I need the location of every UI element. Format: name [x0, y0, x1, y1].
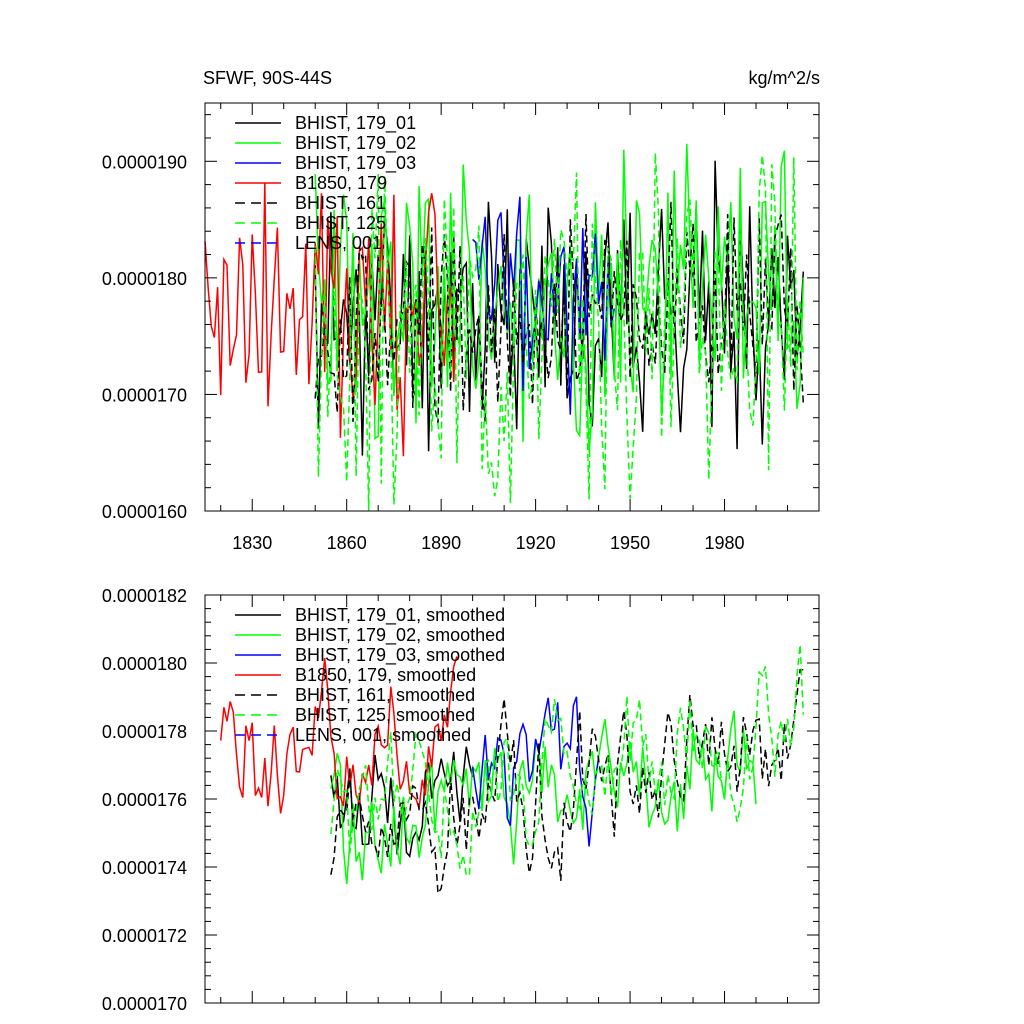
x-tick-label: 1830 [232, 533, 272, 553]
series-line [330, 669, 804, 896]
y-tick-label: 0.0000174 [102, 858, 187, 878]
legend-label: LENS, 001 [295, 233, 382, 253]
legend-label: B1850, 179, smoothed [295, 665, 476, 685]
legend-label: BHIST, 179_03 [295, 153, 416, 174]
series-line [330, 644, 805, 877]
top-axis-ticks: 1830 1860 1890 1920 1950 1980 0.0000160 0.00001… [102, 103, 820, 553]
top-series-lines [204, 143, 805, 512]
legend-label: BHIST, 125, smoothed [295, 705, 475, 725]
series-line [472, 196, 616, 415]
legend-label: BHIST, 179_01 [295, 113, 416, 134]
y-tick-label: 0.0000172 [102, 926, 187, 946]
series-line [314, 201, 805, 424]
legend-label: B1850, 179 [295, 173, 387, 193]
y-tick-label: 0.0000180 [102, 654, 187, 674]
x-tick-label: 1860 [327, 533, 367, 553]
y-tick-label: 0.0000170 [102, 385, 187, 405]
top-plot-frame [204, 102, 820, 512]
series-line [330, 710, 757, 885]
legend-label: LENS, 001, smoothed [295, 725, 471, 745]
y-tick-label: 0.0000178 [102, 722, 187, 742]
top-chart-title: SFWF, 90S-44S [203, 68, 332, 88]
y-tick-label: 0.0000160 [102, 502, 187, 522]
bottom-panel: 0.0000170 0.0000172 0.0000174 0.0000176 0.00… [102, 586, 820, 1014]
legend-label: BHIST, 125 [295, 213, 386, 233]
legend-label: BHIST, 179_02, smoothed [295, 625, 505, 646]
bottom-axis-ticks: 0.0000170 0.0000172 0.0000174 0.0000176 0.00… [102, 586, 820, 1014]
y-tick-label: 0.0000180 [102, 269, 187, 289]
bottom-series-lines [219, 644, 805, 896]
x-tick-label: 1920 [516, 533, 556, 553]
x-tick-label: 1890 [421, 533, 461, 553]
legend-label: BHIST, 161 [295, 193, 386, 213]
y-tick-label: 0.0000182 [102, 586, 187, 606]
legend-label: BHIST, 179_01, smoothed [295, 605, 505, 626]
x-tick-label: 1980 [705, 533, 745, 553]
legend-label: BHIST, 179_03, smoothed [295, 645, 505, 666]
x-tick-label: 1950 [610, 533, 650, 553]
top-panel: SFWF, 90S-44S kg/m^2/s 1830 1860 1890 1920 1… [102, 68, 820, 553]
series-line [314, 153, 805, 512]
y-tick-label: 0.0000170 [102, 994, 187, 1014]
series-line [204, 183, 458, 457]
top-chart-units: kg/m^2/s [749, 68, 820, 88]
y-tick-label: 0.0000190 [102, 152, 187, 172]
legend-label: BHIST, 179_02 [295, 133, 416, 154]
legend-label: BHIST, 161, smoothed [295, 685, 475, 705]
y-tick-label: 0.0000176 [102, 790, 187, 810]
